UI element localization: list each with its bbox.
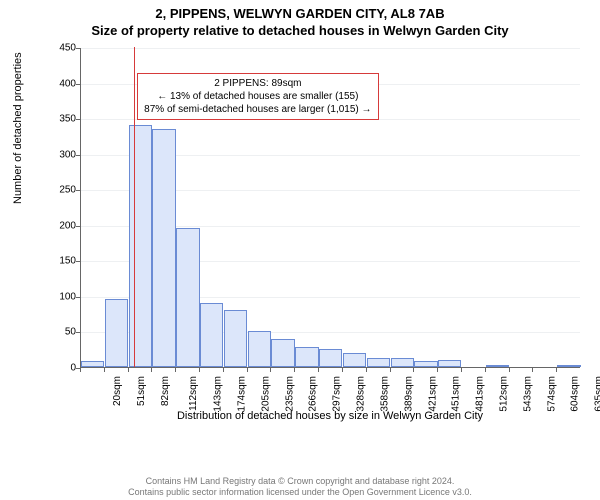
- x-tick-mark: [461, 368, 462, 372]
- x-tick-mark: [413, 368, 414, 372]
- x-tick-mark: [175, 368, 176, 372]
- x-tick-mark: [270, 368, 271, 372]
- histogram-bar: [295, 347, 318, 367]
- x-tick-label: 635sqm: [594, 376, 600, 412]
- x-tick-mark: [104, 368, 105, 372]
- footer-line-2: Contains public sector information licen…: [128, 487, 472, 497]
- histogram-bar: [200, 303, 223, 367]
- histogram-bar: [248, 331, 271, 367]
- x-tick-label: 174sqm: [237, 376, 248, 412]
- x-tick-label: 112sqm: [188, 376, 199, 411]
- x-tick-label: 51sqm: [136, 376, 147, 406]
- histogram-bar: [557, 365, 580, 367]
- y-tick-label: 250: [32, 185, 76, 196]
- x-tick-label: 574sqm: [546, 376, 557, 412]
- y-tick-mark: [76, 155, 80, 156]
- x-tick-label: 358sqm: [379, 376, 390, 412]
- x-tick-mark: [247, 368, 248, 372]
- x-tick-label: 389sqm: [403, 376, 414, 412]
- x-tick-mark: [390, 368, 391, 372]
- y-tick-mark: [76, 119, 80, 120]
- y-tick-label: 450: [32, 43, 76, 54]
- x-tick-mark: [318, 368, 319, 372]
- chart-container: Number of detached properties Distributi…: [32, 44, 588, 444]
- x-tick-label: 297sqm: [332, 376, 343, 412]
- y-tick-mark: [76, 226, 80, 227]
- x-tick-label: 543sqm: [522, 376, 533, 412]
- x-tick-label: 205sqm: [260, 376, 271, 412]
- x-tick-mark: [532, 368, 533, 372]
- y-tick-label: 300: [32, 149, 76, 160]
- x-tick-label: 20sqm: [112, 376, 123, 406]
- y-tick-label: 50: [32, 327, 76, 338]
- x-tick-label: 604sqm: [570, 376, 581, 412]
- y-axis-label: Number of detached properties: [12, 52, 24, 204]
- x-tick-mark: [366, 368, 367, 372]
- histogram-bar: [152, 129, 175, 367]
- x-tick-mark: [151, 368, 152, 372]
- title-line-2: Size of property relative to detached ho…: [0, 23, 600, 40]
- x-tick-label: 82sqm: [160, 376, 171, 406]
- annotation-box: 2 PIPPENS: 89sqm← 13% of detached houses…: [137, 73, 378, 120]
- histogram-bar: [391, 358, 414, 367]
- x-tick-mark: [223, 368, 224, 372]
- histogram-bar: [81, 361, 104, 367]
- y-tick-mark: [76, 48, 80, 49]
- footer-credit: Contains HM Land Registry data © Crown c…: [0, 476, 600, 498]
- grid-line: [81, 48, 580, 49]
- annotation-line: 2 PIPPENS: 89sqm: [144, 77, 371, 90]
- x-axis-caption: Distribution of detached houses by size …: [80, 410, 580, 422]
- y-tick-mark: [76, 84, 80, 85]
- x-tick-mark: [485, 368, 486, 372]
- x-tick-mark: [128, 368, 129, 372]
- histogram-bar: [271, 339, 294, 367]
- x-tick-label: 512sqm: [499, 376, 510, 412]
- histogram-bar: [105, 299, 128, 367]
- histogram-bar: [367, 358, 390, 367]
- y-tick-mark: [76, 261, 80, 262]
- x-tick-mark: [80, 368, 81, 372]
- x-tick-mark: [199, 368, 200, 372]
- histogram-bar: [486, 365, 509, 367]
- histogram-bar: [224, 310, 247, 367]
- footer-line-1: Contains HM Land Registry data © Crown c…: [146, 476, 455, 486]
- title-line-1: 2, PIPPENS, WELWYN GARDEN CITY, AL8 7AB: [0, 6, 600, 23]
- x-tick-label: 421sqm: [427, 376, 438, 412]
- x-tick-label: 235sqm: [284, 376, 295, 412]
- y-tick-mark: [76, 190, 80, 191]
- x-tick-mark: [294, 368, 295, 372]
- y-tick-label: 0: [32, 363, 76, 374]
- y-tick-label: 150: [32, 256, 76, 267]
- x-tick-label: 481sqm: [475, 376, 486, 412]
- histogram-bar: [343, 353, 366, 367]
- x-tick-mark: [556, 368, 557, 372]
- x-tick-label: 328sqm: [356, 376, 367, 412]
- y-tick-mark: [76, 332, 80, 333]
- x-tick-label: 266sqm: [308, 376, 319, 412]
- y-tick-mark: [76, 297, 80, 298]
- histogram-bar: [176, 228, 199, 367]
- histogram-bar: [129, 125, 152, 367]
- histogram-bar: [438, 360, 461, 367]
- x-tick-label: 143sqm: [213, 376, 224, 412]
- histogram-bar: [319, 349, 342, 367]
- chart-title-block: 2, PIPPENS, WELWYN GARDEN CITY, AL8 7AB …: [0, 0, 600, 40]
- x-tick-mark: [509, 368, 510, 372]
- y-tick-label: 200: [32, 220, 76, 231]
- y-tick-label: 400: [32, 78, 76, 89]
- x-tick-mark: [437, 368, 438, 372]
- x-tick-mark: [342, 368, 343, 372]
- histogram-bar: [414, 361, 437, 367]
- reference-line: [134, 47, 135, 367]
- x-tick-label: 451sqm: [451, 376, 462, 412]
- annotation-line: 87% of semi-detached houses are larger (…: [144, 103, 371, 116]
- annotation-line: ← 13% of detached houses are smaller (15…: [144, 90, 371, 103]
- y-tick-label: 100: [32, 291, 76, 302]
- y-tick-label: 350: [32, 114, 76, 125]
